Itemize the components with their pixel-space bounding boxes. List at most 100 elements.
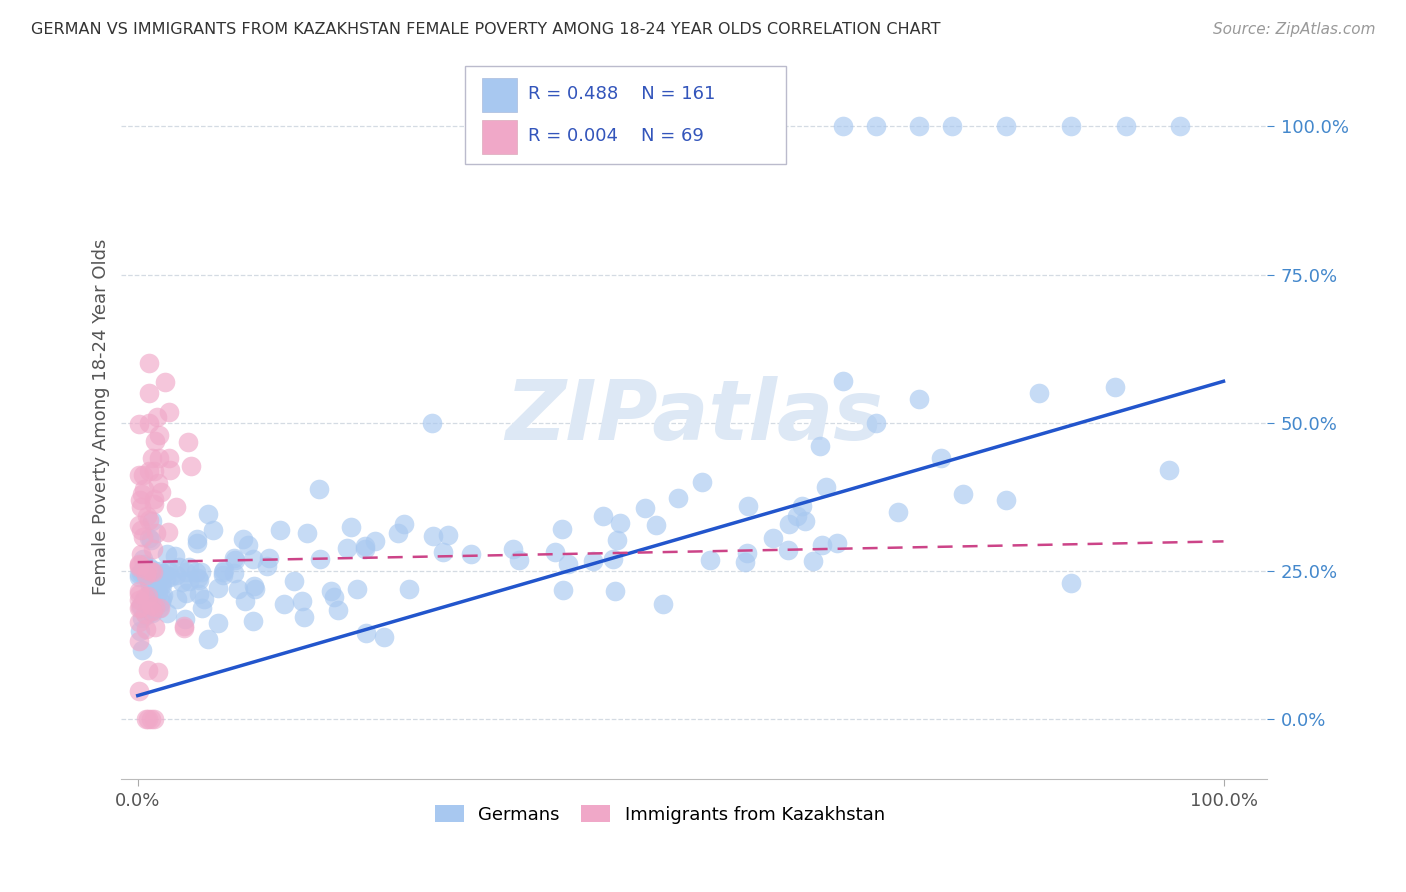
Point bbox=[146, 475, 169, 490]
Point bbox=[236, 538, 259, 552]
Point bbox=[308, 482, 330, 496]
Point bbox=[737, 500, 759, 514]
Point bbox=[1168, 120, 1191, 134]
Point bbox=[129, 599, 152, 614]
Point bbox=[212, 563, 235, 577]
Point bbox=[142, 542, 165, 557]
Point bbox=[129, 523, 152, 537]
Point bbox=[128, 557, 150, 571]
Point bbox=[778, 516, 800, 531]
Point bbox=[128, 558, 150, 573]
Point bbox=[131, 610, 153, 624]
Point bbox=[502, 542, 524, 557]
Point bbox=[177, 560, 200, 574]
Point bbox=[128, 570, 150, 584]
Point bbox=[1159, 463, 1181, 477]
Point bbox=[242, 552, 264, 566]
Point bbox=[387, 525, 409, 540]
Point bbox=[157, 563, 180, 577]
Point bbox=[322, 590, 344, 604]
Point bbox=[354, 626, 377, 640]
Point bbox=[139, 604, 162, 618]
Point bbox=[245, 582, 267, 597]
Point bbox=[606, 533, 628, 547]
Point bbox=[222, 566, 245, 580]
Point bbox=[143, 434, 166, 448]
Point bbox=[191, 601, 214, 615]
Point bbox=[153, 375, 176, 389]
Point bbox=[592, 509, 614, 524]
Point bbox=[150, 578, 173, 592]
Point bbox=[155, 571, 177, 585]
Y-axis label: Female Poverty Among 18-24 Year Olds: Female Poverty Among 18-24 Year Olds bbox=[93, 239, 110, 595]
Point bbox=[149, 570, 172, 584]
Point bbox=[346, 582, 368, 596]
Point bbox=[163, 549, 186, 563]
Point bbox=[128, 493, 150, 508]
Point bbox=[128, 559, 150, 574]
Point bbox=[786, 509, 808, 524]
Point bbox=[128, 417, 150, 431]
Point bbox=[212, 565, 235, 579]
Point bbox=[156, 547, 179, 561]
Point bbox=[810, 538, 832, 552]
Point bbox=[460, 548, 482, 562]
Point bbox=[159, 570, 181, 584]
Point bbox=[148, 427, 170, 442]
Point bbox=[645, 518, 668, 533]
Point bbox=[132, 594, 155, 608]
Point bbox=[197, 507, 219, 521]
Text: R = 0.004    N = 69: R = 0.004 N = 69 bbox=[529, 127, 704, 145]
Point bbox=[908, 120, 931, 134]
Point bbox=[128, 684, 150, 698]
Point bbox=[734, 556, 756, 570]
Point bbox=[134, 590, 156, 604]
Point bbox=[364, 534, 387, 549]
Point bbox=[128, 517, 150, 532]
Point bbox=[1060, 575, 1083, 590]
Point bbox=[326, 603, 349, 617]
Point bbox=[174, 565, 197, 579]
Point bbox=[149, 485, 172, 500]
Point bbox=[180, 458, 202, 473]
Point bbox=[141, 583, 163, 598]
Point bbox=[699, 553, 721, 567]
Point bbox=[139, 533, 162, 548]
Point bbox=[666, 491, 689, 506]
Point bbox=[602, 552, 624, 566]
Point bbox=[157, 405, 180, 419]
Point bbox=[138, 464, 160, 478]
Point bbox=[432, 545, 454, 559]
Point bbox=[929, 451, 952, 466]
Text: GERMAN VS IMMIGRANTS FROM KAZAKHSTAN FEMALE POVERTY AMONG 18-24 YEAR OLDS CORREL: GERMAN VS IMMIGRANTS FROM KAZAKHSTAN FEM… bbox=[31, 22, 941, 37]
Point bbox=[138, 574, 160, 588]
Point bbox=[373, 630, 395, 644]
Point bbox=[186, 532, 208, 546]
Point bbox=[128, 583, 150, 598]
Point bbox=[131, 564, 153, 578]
Point bbox=[392, 517, 415, 532]
Point bbox=[136, 712, 159, 726]
Point bbox=[136, 508, 159, 523]
Point bbox=[256, 559, 278, 574]
Point bbox=[142, 565, 165, 579]
Point bbox=[150, 577, 173, 591]
Point bbox=[134, 562, 156, 576]
Point bbox=[173, 612, 195, 626]
Point bbox=[273, 597, 295, 611]
Point bbox=[128, 615, 150, 629]
Point bbox=[186, 565, 208, 579]
Point bbox=[149, 564, 172, 578]
Point bbox=[544, 545, 567, 559]
Point bbox=[803, 554, 825, 568]
Point bbox=[1028, 386, 1050, 401]
Point bbox=[132, 530, 155, 544]
Point bbox=[128, 592, 150, 607]
Point bbox=[582, 554, 605, 568]
Point bbox=[138, 531, 160, 545]
Point bbox=[131, 643, 153, 657]
Point bbox=[865, 120, 887, 134]
Point bbox=[131, 487, 153, 501]
Point bbox=[135, 566, 157, 580]
Point bbox=[297, 526, 319, 541]
